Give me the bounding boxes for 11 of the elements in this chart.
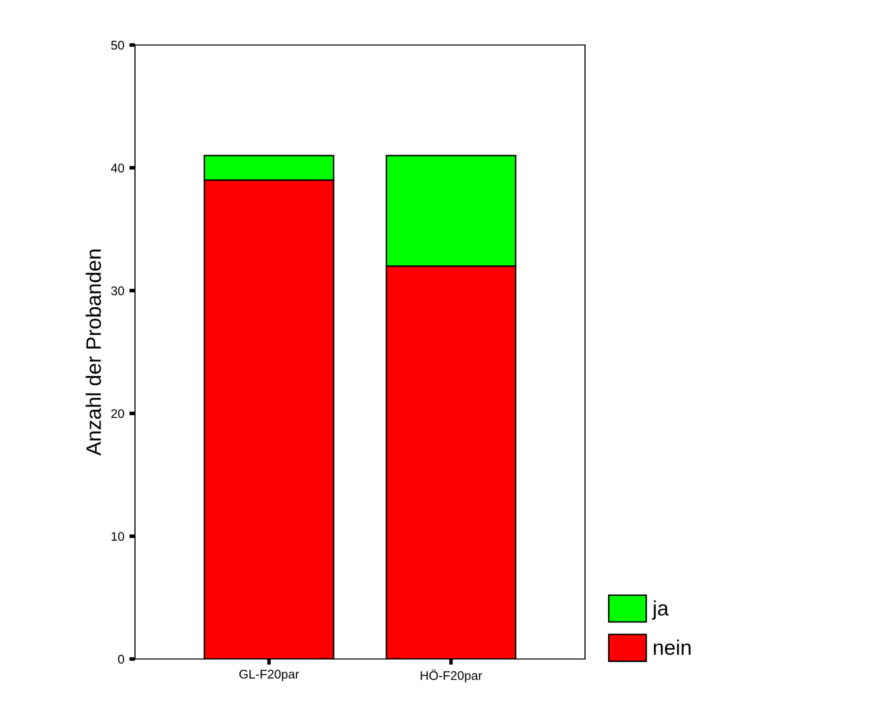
y-tick-label: 30: [111, 286, 124, 296]
x-tick-label: GL-F20par: [239, 670, 299, 682]
legend-label: nein: [654, 640, 691, 655]
legend-label: ja: [652, 600, 669, 620]
x-tick-label: HÖ-F20par: [420, 669, 482, 682]
y-axis-title: Anzahl der Probanden: [86, 250, 102, 456]
y-tick-label: 0: [118, 654, 124, 664]
y-tick-label: 10: [112, 532, 124, 541]
y-tick-label: 20: [111, 409, 124, 418]
y-tick-label: 40: [110, 164, 124, 172]
y-tick-label: 50: [111, 40, 124, 50]
